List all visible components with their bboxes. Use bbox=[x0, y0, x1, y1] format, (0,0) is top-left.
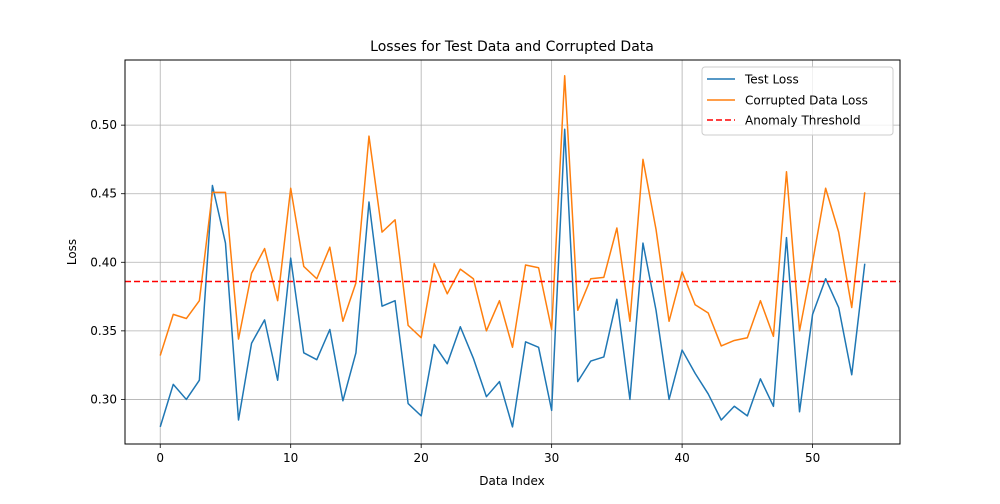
ticks: 0 10 20 30 40 50 0.30 0.35 0.40 0.45 0.50 bbox=[90, 118, 820, 465]
x-tick-label: 40 bbox=[674, 451, 689, 465]
series-line-test-loss bbox=[159, 128, 866, 428]
y-tick-label: 0.30 bbox=[90, 392, 117, 406]
legend-label-corrupted-loss: Corrupted Data Loss bbox=[745, 94, 868, 108]
x-tick-label: 50 bbox=[805, 451, 820, 465]
chart-title: Losses for Test Data and Corrupted Data bbox=[370, 39, 654, 55]
y-axis-label: Loss bbox=[65, 239, 79, 265]
legend-label-test-loss: Test Loss bbox=[744, 73, 799, 87]
x-tick-label: 30 bbox=[544, 451, 559, 465]
y-tick-label: 0.50 bbox=[90, 118, 117, 132]
legend-label-anomaly-threshold: Anomaly Threshold bbox=[745, 114, 861, 128]
x-tick-label: 0 bbox=[156, 451, 164, 465]
y-tick-label: 0.45 bbox=[90, 187, 117, 201]
x-tick-label: 10 bbox=[283, 451, 298, 465]
legend: Test Loss Corrupted Data Loss Anomaly Th… bbox=[701, 66, 894, 136]
legend-box bbox=[701, 66, 894, 136]
series-layer bbox=[125, 75, 900, 428]
plot-frame bbox=[124, 59, 901, 445]
y-tick-label: 0.40 bbox=[90, 255, 117, 269]
x-tick-label: 20 bbox=[414, 451, 429, 465]
x-axis-label: Data Index bbox=[479, 474, 545, 488]
series-line-corrupted-data-loss bbox=[159, 75, 866, 356]
y-tick-label: 0.35 bbox=[90, 324, 117, 338]
